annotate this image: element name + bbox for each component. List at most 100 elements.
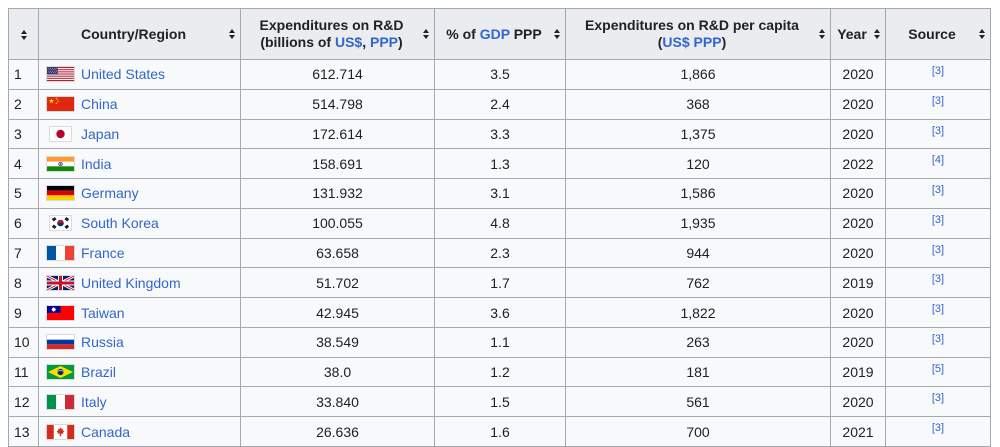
source-cell: [4] [885,148,991,180]
header-country-region[interactable]: Country/Region [38,8,241,60]
country-link[interactable]: United States [81,66,166,83]
year-cell: 2019 [830,356,886,388]
country-cell: United Kingdom [38,267,241,299]
sort-icon[interactable] [874,29,880,39]
source-ref-link[interactable]: [3] [931,273,945,286]
flag-box [47,97,74,111]
rank-cell: 4 [8,148,39,180]
flag-box [47,246,74,260]
flag-india-icon [47,157,74,171]
pct-gdp-cell: 4.8 [434,207,566,239]
flag-taiwan-icon [47,306,74,320]
header-gdp-pre: % of [446,25,480,42]
country-link[interactable]: Germany [81,185,139,202]
header-pct-gdp[interactable]: % of GDP PPP [434,8,566,60]
expenditures-cell: 131.932 [240,178,435,209]
flag-box [47,157,74,171]
table-row: 5 Germany 131.932 3.1 1,586 2020 [3] [8,178,991,209]
source-ref-link[interactable]: [3] [931,65,945,78]
rd-expenditures-table: Country/Region Expenditures on R&D (bill… [8,8,991,447]
country-cell: Japan [38,118,241,150]
flag-france-icon [47,246,74,260]
source-ref-link[interactable]: [3] [931,213,945,226]
country-cell: India [38,148,241,180]
country-link[interactable]: Canada [81,423,131,440]
usd-ppp-link[interactable]: US$ PPP [662,34,722,50]
country-cell: Germany [38,178,241,209]
sort-icon[interactable] [229,29,235,39]
header-source[interactable]: Source [885,8,991,60]
sort-icon[interactable] [979,29,985,39]
sort-icon[interactable] [20,29,27,40]
sort-icon[interactable] [554,29,560,39]
country-link[interactable]: United Kingdom [81,274,181,291]
per-capita-cell: 1,866 [565,59,831,90]
table-row: 3 Japan 172.614 3.3 1,375 2020 [3] [8,118,991,150]
flag-box [47,67,74,81]
source-ref-link[interactable]: [3] [931,94,945,107]
country-link[interactable]: Taiwan [81,304,125,321]
expenditures-cell: 172.614 [240,118,435,150]
country-link[interactable]: Russia [81,334,124,351]
source-ref-link[interactable]: [3] [931,303,945,316]
rank-cell: 3 [8,118,39,150]
usd-link[interactable]: US$ [334,34,363,50]
rank-cell: 6 [8,207,39,239]
per-capita-cell: 120 [565,148,831,180]
year-cell: 2020 [830,386,886,418]
source-ref-link[interactable]: [3] [931,392,945,405]
header-country-label: Country/Region [81,25,186,42]
rank-cell: 11 [8,356,39,388]
source-ref-link[interactable]: [3] [931,243,945,256]
source-ref-link[interactable]: [4] [931,154,945,167]
source-ref-link[interactable]: [5] [931,362,945,375]
flag-japan-icon [50,127,71,141]
year-cell: 2020 [830,59,886,90]
ppp-link[interactable]: PPP [369,34,398,50]
source-cell: [3] [885,386,991,418]
rank-cell: 13 [8,416,39,447]
expenditures-cell: 100.055 [240,207,435,239]
country-link[interactable]: China [81,96,118,113]
country-link[interactable]: India [81,155,112,172]
source-cell: [3] [885,416,991,447]
source-cell: [3] [885,237,991,269]
header-rank-sort[interactable] [8,8,39,60]
sort-icon[interactable] [819,29,825,39]
pct-gdp-cell: 1.5 [434,386,566,418]
year-cell: 2020 [830,207,886,239]
country-link[interactable]: Italy [81,393,107,410]
rank-cell: 2 [8,88,39,120]
per-capita-cell: 181 [565,356,831,388]
flag-brazil-icon [47,365,74,379]
year-cell: 2020 [830,326,886,358]
year-cell: 2020 [830,118,886,150]
flag-box [47,365,74,379]
per-capita-cell: 762 [565,267,831,299]
flag-united-kingdom-icon [47,276,74,290]
header-year[interactable]: Year [830,8,886,60]
source-ref-link[interactable]: [3] [931,184,945,197]
source-ref-link[interactable]: [3] [931,332,945,345]
pct-gdp-cell: 1.6 [434,416,566,447]
source-ref-link[interactable]: [3] [931,124,945,137]
table-body: 1 United States 612.714 3.5 1,866 2020 [… [8,59,991,447]
header-per-capita[interactable]: Expenditures on R&D per capita (US$ PPP) [565,8,831,60]
source-ref-link[interactable]: [3] [931,422,945,435]
pct-gdp-cell: 1.7 [434,267,566,299]
flag-box [47,127,74,141]
year-cell: 2019 [830,267,886,299]
table-row: 8 United Kingdom 51.702 1.7 762 2019 [3] [8,267,991,299]
gdp-link[interactable]: GDP [479,25,510,42]
header-year-label: Year [837,25,867,42]
country-link[interactable]: Japan [81,125,120,142]
per-capita-cell: 1,822 [565,297,831,328]
sort-icon[interactable] [423,29,429,39]
header-row: Country/Region Expenditures on R&D (bill… [8,8,991,60]
country-link[interactable]: South Korea [81,215,159,232]
header-expenditures[interactable]: Expenditures on R&D (billions of US$, PP… [240,8,435,60]
country-link[interactable]: Brazil [81,364,117,381]
header-gdp-post: PPP [509,25,542,42]
expenditures-cell: 158.691 [240,148,435,180]
country-link[interactable]: France [81,244,125,261]
